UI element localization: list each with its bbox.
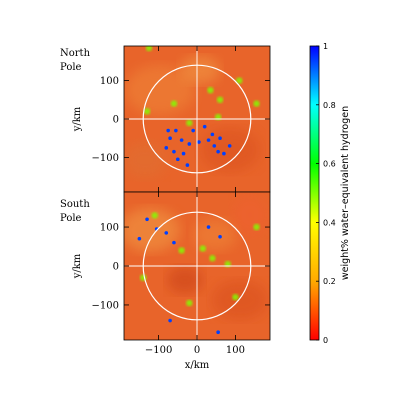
colorbar-ticks: 1 0.8 0.6 0.4 0.2 0 bbox=[316, 42, 336, 345]
hydrogen-spot bbox=[179, 138, 184, 142]
hydrogen-spot bbox=[209, 255, 216, 262]
x-tick-label: −100 bbox=[145, 345, 172, 356]
colorbar: 1 0.8 0.6 0.4 0.2 0 weight% water–equivalent … bbox=[309, 42, 351, 345]
hydrogen-spot bbox=[174, 128, 178, 133]
hydrogen-spot bbox=[172, 240, 176, 245]
y-tick-label: 0 bbox=[113, 115, 119, 126]
hydrogen-spot bbox=[168, 318, 172, 323]
hydrogen-spot bbox=[206, 138, 211, 142]
colorbar-scale bbox=[309, 45, 320, 341]
hydrogen-spot bbox=[199, 245, 206, 252]
hydrogen-spot bbox=[216, 96, 224, 103]
hydrogen-spot bbox=[178, 247, 185, 254]
hydrogen-spot bbox=[253, 223, 260, 231]
north-panel-label-line2: Pole bbox=[60, 62, 82, 73]
hydrogen-spot bbox=[185, 163, 190, 167]
hydrogen-spot bbox=[206, 225, 211, 229]
hydrogen-spot bbox=[187, 142, 192, 146]
hydrogen-spot bbox=[175, 157, 180, 162]
colorbar-tick-label: 0.8 bbox=[323, 101, 336, 110]
hydrogen-spot bbox=[216, 149, 220, 154]
hydrogen-spot bbox=[186, 299, 193, 307]
north-grid bbox=[124, 46, 270, 192]
hydrogen-spot bbox=[166, 128, 170, 133]
south-y-axis-label: y/km bbox=[72, 253, 83, 279]
south-texture bbox=[124, 195, 268, 320]
y-tick-label: 100 bbox=[100, 76, 119, 87]
colorbar-label: weight% water–equivalent hydrogen bbox=[340, 106, 351, 280]
south-y-ticks: 100 0 −100 bbox=[92, 192, 270, 340]
colorbar-tick-label: 0.4 bbox=[323, 218, 336, 227]
y-tick-label: 100 bbox=[100, 223, 119, 234]
hydrogen-spot bbox=[212, 144, 217, 148]
hydrogen-spot bbox=[222, 151, 226, 156]
south-pole-panel: South Pole y/km 100 0 −100 −100 0 100 x/km bbox=[60, 191, 271, 371]
hydrogen-spot bbox=[210, 132, 215, 137]
south-panel-label-line1: South bbox=[60, 199, 90, 210]
hydrogen-spot bbox=[151, 212, 158, 219]
y-tick-label: 0 bbox=[113, 262, 119, 273]
hydrogen-spot bbox=[218, 136, 222, 141]
hydrogen-spot bbox=[186, 119, 193, 127]
hydrogen-spot bbox=[145, 217, 149, 222]
north-y-ticks: 100 0 −100 bbox=[92, 46, 270, 192]
colorbar-tick-label: 0.6 bbox=[323, 160, 336, 169]
hydrogen-spot bbox=[227, 144, 232, 148]
north-hydrogen-spots bbox=[143, 46, 260, 167]
hydrogen-spot bbox=[181, 151, 186, 156]
hydrogen-spot bbox=[253, 100, 260, 107]
south-grid bbox=[124, 192, 270, 340]
hydrogen-spot bbox=[137, 236, 142, 241]
x-axis-label: x/km bbox=[185, 360, 210, 371]
x-ticks: −100 0 100 bbox=[145, 345, 245, 356]
hydrogen-spot bbox=[164, 146, 169, 150]
hydrogen-spot bbox=[191, 128, 195, 133]
hydrogen-spot bbox=[232, 293, 239, 301]
colorbar-tick-label: 0.2 bbox=[323, 277, 336, 286]
colorbar-tick-label: 1 bbox=[323, 42, 328, 51]
hydrogen-spot bbox=[207, 86, 214, 94]
north-y-axis-label: y/km bbox=[72, 106, 83, 132]
north-pole-panel: North Pole y/km 100 0 −100 bbox=[60, 45, 271, 193]
x-tick-label: 0 bbox=[194, 345, 200, 356]
hydrogen-spot bbox=[170, 100, 178, 107]
y-tick-label: −100 bbox=[92, 153, 119, 164]
hydrogen-spot bbox=[202, 124, 207, 129]
x-tick-label: 100 bbox=[226, 345, 245, 356]
south-panel-label-line2: Pole bbox=[60, 213, 82, 224]
hydrogen-spot bbox=[168, 136, 172, 141]
hydrogen-spot bbox=[145, 46, 153, 52]
north-texture bbox=[124, 56, 260, 178]
hydrogen-spot bbox=[172, 149, 176, 154]
y-tick-label: −100 bbox=[92, 300, 119, 311]
north-panel-label-line1: North bbox=[60, 48, 91, 59]
hydrogen-spot bbox=[236, 77, 243, 84]
colorbar-tick-label: 0 bbox=[323, 336, 328, 345]
hydrogen-spot bbox=[143, 108, 151, 115]
hydrogen-spot bbox=[164, 231, 169, 235]
hydrogen-spot bbox=[216, 330, 220, 335]
hydrogen-spot bbox=[197, 140, 201, 144]
hydrogen-spot bbox=[218, 234, 222, 239]
